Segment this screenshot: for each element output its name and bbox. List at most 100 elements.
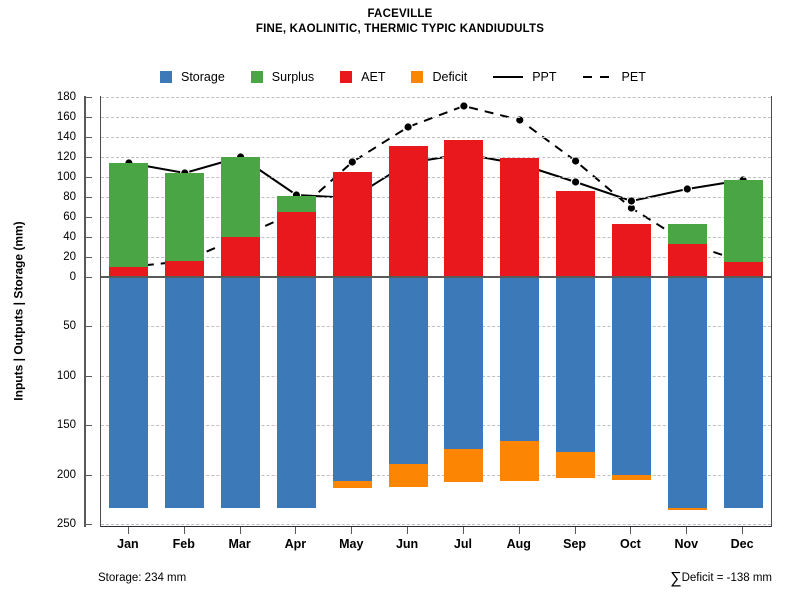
- bar-aet-aug: [500, 158, 540, 277]
- bar-surplus-apr: [276, 196, 316, 212]
- plot-area: [100, 96, 772, 527]
- y-axis-tick: [86, 375, 92, 377]
- y-axis-tick: [86, 197, 92, 198]
- bar-storage-feb: [165, 277, 205, 509]
- bar-storage-jan: [109, 277, 149, 509]
- x-axis-label-sep: Sep: [563, 537, 587, 551]
- y-axis-title: Inputs | Outputs | Storage (mm): [10, 96, 28, 526]
- legend-label: Storage: [181, 70, 225, 84]
- y-axis-tick-label: 150: [56, 419, 76, 432]
- legend-label: PET: [621, 70, 646, 84]
- bar-deficit-may: [332, 480, 372, 489]
- bar-aet-feb: [165, 261, 205, 277]
- legend-label: Surplus: [271, 70, 315, 84]
- gridline: [101, 117, 771, 118]
- x-axis-label-jan: Jan: [117, 537, 139, 551]
- y-axis-tick: [86, 257, 92, 258]
- bar-aet-dec: [723, 262, 763, 277]
- legend-swatch-icon: [160, 71, 172, 83]
- y-axis-tick: [86, 237, 92, 238]
- y-axis-tick: [86, 97, 92, 98]
- y-axis-tick-label: 50: [63, 320, 76, 333]
- y-axis-tick-label: 180: [56, 91, 76, 103]
- legend-swatch-icon: [250, 71, 263, 83]
- y-axis-tick: [86, 217, 92, 218]
- zero-axis-line: [101, 276, 771, 278]
- legend-item-deficit[interactable]: Deficit: [411, 70, 467, 84]
- gridline: [101, 425, 771, 427]
- y-axis-tick-label: 20: [63, 251, 76, 263]
- bar-surplus-feb: [165, 173, 205, 261]
- bar-storage-aug: [500, 277, 540, 441]
- y-axis-tick: [86, 157, 92, 158]
- y-axis-tick: [86, 326, 92, 328]
- y-axis-tick-label: 160: [56, 111, 76, 123]
- legend-item-pet[interactable]: PET: [582, 70, 646, 84]
- storage-note: Storage: 234 mm: [98, 572, 187, 584]
- legend-label: PPT: [532, 70, 557, 84]
- pet-point-jun: [403, 122, 413, 132]
- bar-surplus-jan: [109, 163, 149, 267]
- x-axis-label-jul: Jul: [453, 537, 472, 551]
- ppt-point-nov: [682, 184, 693, 194]
- legend-item-aet[interactable]: AET: [340, 70, 385, 84]
- gridline: [101, 237, 771, 238]
- y-axis-tick: [86, 524, 92, 525]
- bar-surplus-nov: [667, 224, 707, 244]
- legend-label: Deficit: [432, 70, 468, 84]
- bar-storage-sep: [556, 277, 596, 452]
- y-axis-tick: [86, 277, 92, 278]
- y-axis-tick-label: 0: [69, 271, 76, 283]
- x-axis-tick: [518, 527, 520, 534]
- x-axis-label-may: May: [339, 537, 364, 551]
- x-axis-tick: [686, 527, 688, 534]
- x-axis-tick: [127, 527, 129, 534]
- y-axis-tick-label: 80: [63, 191, 76, 203]
- bar-deficit-nov: [667, 508, 707, 511]
- x-axis-tick: [462, 527, 464, 534]
- deficit-note: ∑Deficit = -138 mm: [670, 570, 772, 588]
- y-axis-tick-label: 200: [56, 468, 76, 481]
- bar-storage-nov: [667, 277, 707, 509]
- bar-storage-mar: [221, 277, 261, 509]
- chart-subtitle: FINE, KAOLINITIC, THERMIC TYPIC KANDIUDU…: [255, 23, 545, 35]
- x-axis-tick: [183, 527, 185, 534]
- bar-deficit-jun: [388, 463, 428, 488]
- y-axis-tick-label: 250: [56, 518, 76, 530]
- y-axis-tick: [86, 117, 92, 118]
- x-axis-tick: [239, 527, 241, 534]
- bar-deficit-sep: [556, 451, 596, 478]
- bar-storage-may: [332, 277, 372, 481]
- gridline: [101, 326, 771, 328]
- legend-item-surplus[interactable]: Surplus: [250, 70, 315, 84]
- y-axis-tick-label: 120: [56, 151, 76, 163]
- x-axis-tick: [574, 527, 576, 534]
- x-axis-tick: [742, 527, 744, 534]
- bar-aet-apr: [276, 212, 316, 277]
- y-axis-tick-label: 100: [56, 171, 76, 183]
- y-axis-tick: [86, 474, 92, 476]
- chart-title: FACEVILLE: [367, 8, 433, 20]
- gridline: [101, 137, 771, 138]
- gridline: [101, 197, 771, 198]
- y-axis-tick-label: 100: [56, 369, 76, 382]
- y-axis-tick: [86, 137, 92, 138]
- x-axis-tick: [407, 527, 409, 534]
- legend-item-storage[interactable]: Storage: [160, 70, 225, 84]
- legend-item-ppt[interactable]: PPT: [493, 70, 557, 84]
- y-axis-tick-label: 140: [56, 131, 76, 143]
- bar-aet-mar: [221, 237, 261, 277]
- bar-aet-sep: [556, 191, 596, 277]
- y-axis-title-text: Inputs | Outputs | Storage (mm): [12, 221, 27, 401]
- x-axis-label-feb: Feb: [172, 537, 195, 551]
- ppt-point-sep: [570, 177, 581, 187]
- legend-swatch-icon: [340, 71, 353, 83]
- gridline: [101, 97, 771, 98]
- y-axis-tick: [86, 425, 92, 427]
- x-axis-label-nov: Nov: [674, 537, 699, 551]
- bar-surplus-dec: [723, 180, 763, 262]
- y-axis: 0 20 40 60 80 100 120 140 160 180 50 100 150 200 250: [57, 91, 92, 530]
- bar-storage-apr: [276, 277, 316, 509]
- pet-point-may: [347, 157, 358, 167]
